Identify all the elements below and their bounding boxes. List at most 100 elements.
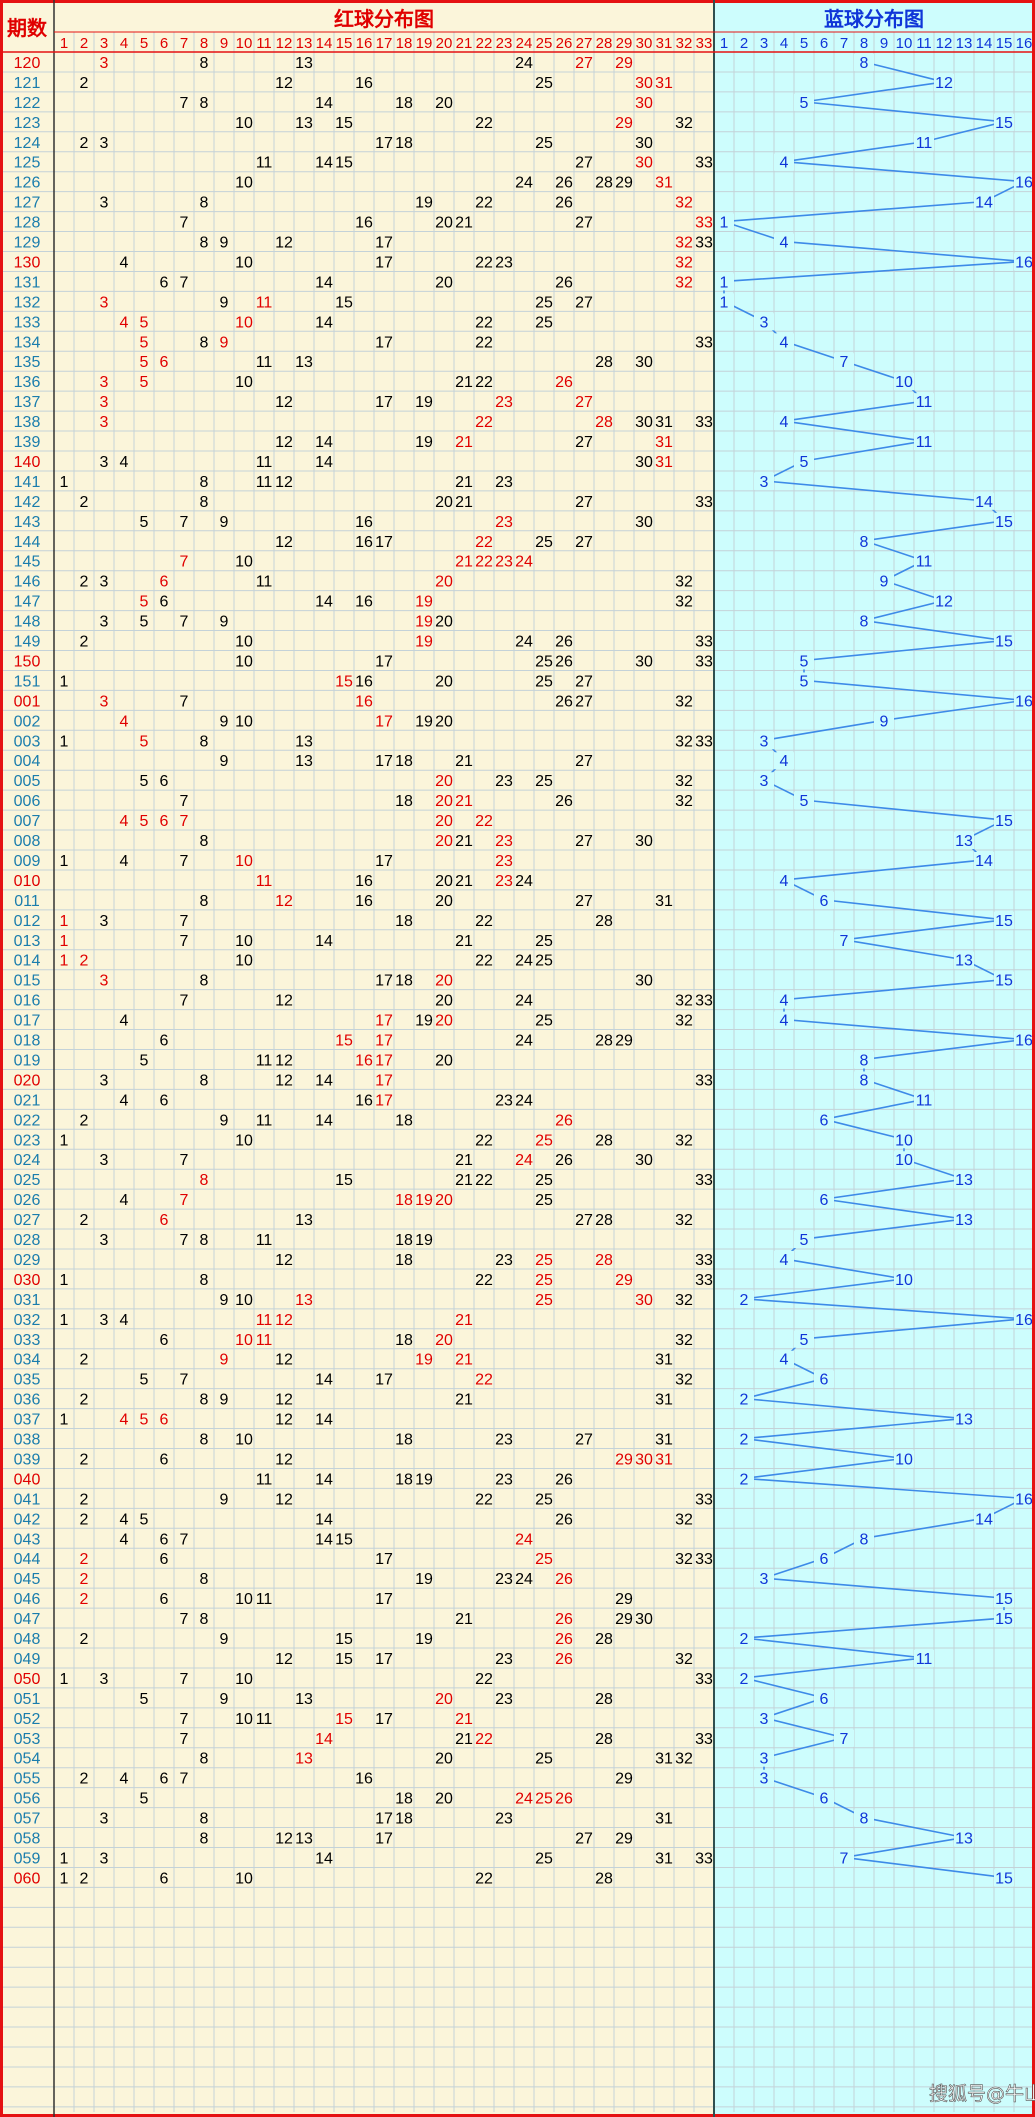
table-row: 027 2 6 13 27 28 32 13 <box>14 1211 974 1229</box>
red-ball-number: 32 <box>675 1651 693 1668</box>
red-ball-number: 18 <box>395 1471 413 1488</box>
period-label: 002 <box>14 713 41 730</box>
red-ball-number: 8 <box>200 733 209 750</box>
blue-ball-number: 4 <box>780 1352 789 1369</box>
red-ball-number: 11 <box>256 454 273 471</box>
period-label: 020 <box>14 1072 41 1089</box>
red-ball-number: 22 <box>475 334 493 351</box>
red-ball-number: 8 <box>200 1072 209 1089</box>
red-column-label: 31 <box>656 35 673 52</box>
period-label: 038 <box>14 1432 41 1449</box>
red-ball-number: 2 <box>80 1451 89 1468</box>
table-row: 012 1 3 7 18 22 28 15 <box>14 911 1014 930</box>
red-ball-number: 14 <box>315 274 333 291</box>
blue-column-label: 5 <box>800 35 808 52</box>
blue-ball-number: 11 <box>916 1092 933 1109</box>
red-ball-number: 8 <box>200 833 209 850</box>
red-ball-number: 1 <box>60 1870 69 1887</box>
red-ball-number: 25 <box>535 1850 553 1867</box>
red-ball-number: 17 <box>375 1033 393 1050</box>
table-row: 130 4 10 17 22 23 32 16 <box>14 253 1034 271</box>
red-ball-number: 25 <box>535 1132 553 1149</box>
period-label: 009 <box>14 853 41 870</box>
blue-ball-mask <box>734 1470 754 1488</box>
red-ball-number: 16 <box>355 514 373 531</box>
red-ball-number: 23 <box>495 1471 513 1488</box>
red-ball-number: 20 <box>435 813 453 830</box>
period-label: 036 <box>14 1392 41 1409</box>
red-ball-number: 26 <box>555 1651 573 1668</box>
red-ball-number: 26 <box>555 1571 573 1588</box>
red-ball-number: 23 <box>495 1811 513 1828</box>
blue-ball-number: 2 <box>740 1432 749 1449</box>
table-row: 053 7 14 21 22 28 33 7 <box>14 1729 854 1748</box>
red-ball-number: 1 <box>60 733 69 750</box>
red-ball-number: 2 <box>80 1212 89 1229</box>
blue-ball-mask <box>774 1350 794 1368</box>
red-ball-number: 24 <box>515 175 533 192</box>
red-ball-number: 1 <box>60 474 69 491</box>
table-row: 045 2 8 19 23 24 26 3 <box>14 1570 774 1588</box>
red-ball-number: 10 <box>235 713 253 730</box>
red-ball-number: 20 <box>435 95 453 112</box>
table-row: 144 12 16 17 22 25 27 8 <box>14 532 874 551</box>
table-row: 018 6 15 17 24 28 29 16 <box>14 1031 1034 1050</box>
blue-ball-mask <box>954 1211 974 1229</box>
table-row: 021 4 6 16 17 23 24 11 <box>14 1091 934 1109</box>
red-ball-number: 12 <box>275 474 293 491</box>
red-ball-number: 3 <box>100 693 109 710</box>
red-ball-number: 22 <box>475 534 493 551</box>
red-column-label: 19 <box>416 35 433 52</box>
red-ball-number: 26 <box>555 374 573 391</box>
red-ball-number: 10 <box>235 1711 253 1728</box>
red-column-label: 20 <box>436 35 453 52</box>
red-ball-number: 19 <box>415 614 433 631</box>
red-ball-number: 14 <box>315 1511 333 1528</box>
blue-ball-mask <box>894 1270 914 1288</box>
red-ball-number: 27 <box>575 1831 593 1848</box>
table-row: 127 3 8 19 22 26 32 14 <box>14 193 994 212</box>
red-ball-number: 12 <box>275 434 293 451</box>
red-ball-number: 30 <box>635 155 653 172</box>
blue-ball-number: 7 <box>840 933 849 950</box>
blue-ball-number: 7 <box>840 354 849 371</box>
blue-ball-number: 15 <box>995 634 1013 651</box>
red-ball-number: 12 <box>275 75 293 92</box>
red-ball-number: 32 <box>675 235 693 252</box>
red-ball-number: 10 <box>235 1292 253 1309</box>
red-ball-number: 6 <box>160 1870 169 1887</box>
period-label: 050 <box>14 1671 41 1688</box>
red-ball-number: 2 <box>80 1392 89 1409</box>
blue-ball-mask <box>814 891 834 909</box>
red-ball-number: 19 <box>415 1013 433 1030</box>
red-ball-number: 21 <box>455 474 473 491</box>
red-ball-number: 7 <box>180 793 189 810</box>
red-ball-number: 2 <box>80 1631 89 1648</box>
red-ball-number: 32 <box>675 115 693 132</box>
period-label: 043 <box>14 1531 41 1548</box>
red-ball-number: 21 <box>455 873 473 890</box>
blue-ball-number: 12 <box>935 75 953 92</box>
red-ball-number: 1 <box>60 1671 69 1688</box>
red-ball-number: 25 <box>535 1272 553 1289</box>
red-ball-number: 27 <box>575 1212 593 1229</box>
red-ball-number: 20 <box>435 1791 453 1808</box>
red-ball-number: 11 <box>256 155 273 172</box>
red-ball-number: 10 <box>235 554 253 571</box>
red-ball-number: 18 <box>395 1232 413 1249</box>
blue-ball-number: 2 <box>740 1471 749 1488</box>
red-ball-number: 16 <box>355 215 373 232</box>
red-ball-number: 5 <box>140 1372 149 1389</box>
blue-column-label: 11 <box>916 35 932 52</box>
table-row: 011 8 12 16 20 27 31 6 <box>14 891 834 910</box>
red-ball-number: 23 <box>495 833 513 850</box>
blue-ball-mask <box>954 1829 974 1847</box>
table-row: 135 5 6 11 13 28 30 7 <box>14 353 854 371</box>
period-label: 135 <box>14 354 41 371</box>
red-ball-number: 11 <box>256 574 273 591</box>
table-row: 046 2 6 10 11 17 29 15 <box>14 1590 1014 1608</box>
table-row: 121 2 12 16 25 30 31 12 <box>14 73 954 92</box>
blue-ball-mask <box>814 1689 834 1707</box>
red-ball-number: 13 <box>295 1292 313 1309</box>
